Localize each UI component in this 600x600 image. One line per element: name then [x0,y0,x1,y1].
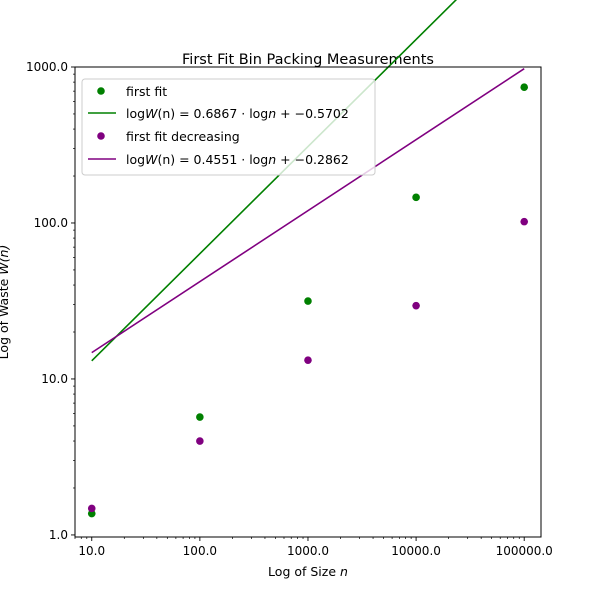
legend-label-first-fit: first fit [126,84,167,99]
legend-marker-first-fit [97,87,105,95]
legend-frame [81,78,376,176]
legend-label-first-fit-decreasing-fit: logW(n) = 0.4551 · logn + −0.2862 [126,152,349,167]
y-tick-label: 1000.0 [26,60,68,74]
data-point-series-0-3 [412,193,420,202]
data-point-series-2-3 [412,301,420,310]
x-tick-label: 10000.0 [391,544,441,558]
data-point-series-2-0 [87,504,96,513]
data-point-series-2-4 [520,217,529,226]
data-point-series-0-1 [196,413,204,421]
x-tick-label: 1000.0 [287,544,329,558]
legend-marker-first-fit-decreasing [97,132,105,140]
x-tick-label: 100.0 [183,544,217,558]
x-tick-label: 100000.0 [496,544,553,558]
x-axis-label: Log of Size n [268,564,348,579]
data-point-series-0-4 [520,83,529,92]
data-point-series-2-2 [304,356,312,364]
legend-label-first-fit-fit: logW(n) = 0.6867 · logn + −0.5702 [126,106,349,121]
y-tick-label: 1.0 [49,528,68,542]
data-point-series-0-0 [87,509,96,518]
legend-label-first-fit-decreasing: first fit decreasing [126,129,240,144]
legend: first fit logW(n) = 0.6867 · logn + −0.5… [81,78,376,176]
fit-line-series-3 [91,68,525,354]
y-tick-label: 100.0 [34,216,68,230]
y-tick-label: 10.0 [41,372,68,386]
data-point-series-2-1 [196,437,204,445]
y-axis-label: Log of Waste W(n) [0,245,11,360]
data-point-series-0-2 [304,297,312,305]
x-tick-label: 10.0 [78,544,105,558]
chart-title: First Fit Bin Packing Measurements [182,52,434,68]
